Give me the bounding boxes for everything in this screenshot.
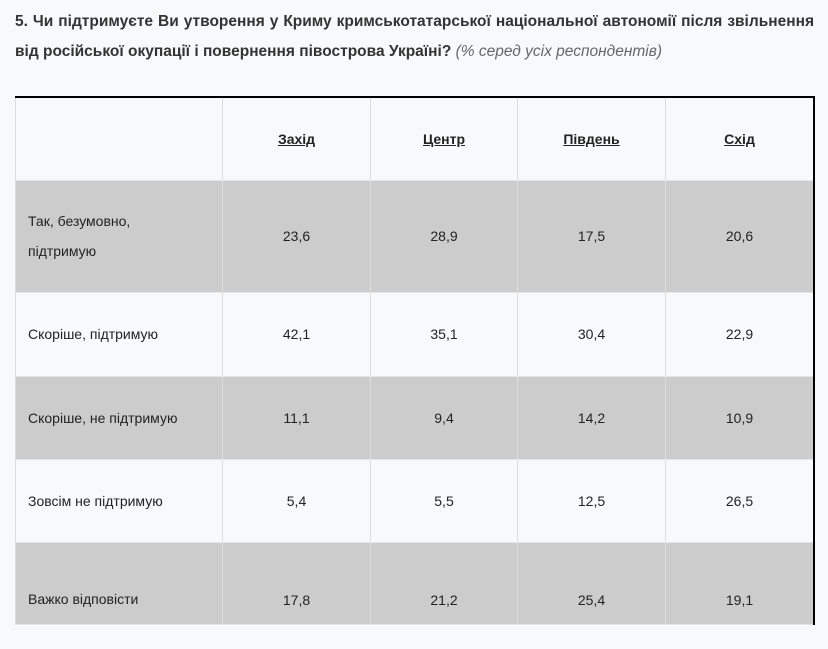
cell: 12,5 — [517, 459, 666, 543]
header-cell: Захід — [222, 97, 371, 181]
header-row: Захід Центр Південь Схід — [15, 97, 815, 181]
header-cell: Центр — [370, 97, 518, 181]
cell: 11,1 — [222, 376, 371, 460]
cell: 17,8 — [222, 542, 371, 625]
row-label: Так, безумовно, підтримую — [15, 180, 223, 293]
row-label: Важко відповісти — [15, 542, 223, 625]
cell: 42,1 — [222, 292, 371, 377]
cell: 30,4 — [517, 292, 666, 377]
results-table: Захід Центр Південь Схід Так, безумовно,… — [15, 96, 815, 625]
header-empty — [15, 97, 223, 181]
cell: 20,6 — [665, 180, 815, 293]
cell: 5,4 — [222, 459, 371, 543]
question-text: 5. Чи підтримуєте Ви утворення у Криму к… — [15, 13, 814, 60]
cell: 21,2 — [370, 542, 518, 625]
cell: 19,1 — [665, 542, 815, 625]
table-row: Зовсім не підтримую 5,4 5,5 12,5 26,5 — [15, 459, 815, 543]
row-label: Зовсім не підтримую — [15, 459, 223, 543]
cell: 10,9 — [665, 376, 815, 460]
header-cell: Південь — [517, 97, 666, 181]
row-label: Скоріше, не підтримую — [15, 376, 223, 460]
cell: 28,9 — [370, 180, 518, 293]
row-label: Скоріше, підтримую — [15, 292, 223, 377]
table-row: Так, безумовно, підтримую 23,6 28,9 17,5… — [15, 180, 815, 293]
cell: 5,5 — [370, 459, 518, 543]
cell: 9,4 — [370, 376, 518, 460]
table-row: Скоріше, не підтримую 11,1 9,4 14,2 10,9 — [15, 376, 815, 460]
header-cell: Схід — [665, 97, 815, 181]
table-row: Скоріше, підтримую 42,1 35,1 30,4 22,9 — [15, 292, 815, 377]
question-heading: 5. Чи підтримуєте Ви утворення у Криму к… — [15, 7, 814, 67]
table-row: Важко відповісти 17,8 21,2 25,4 19,1 — [15, 542, 815, 625]
cell: 23,6 — [222, 180, 371, 293]
cell: 25,4 — [517, 542, 666, 625]
cell: 22,9 — [665, 292, 815, 377]
question-note: (% серед усіх респондентів) — [455, 43, 662, 60]
cell: 17,5 — [517, 180, 666, 293]
cell: 35,1 — [370, 292, 518, 377]
cell: 26,5 — [665, 459, 815, 543]
cell: 14,2 — [517, 376, 666, 460]
